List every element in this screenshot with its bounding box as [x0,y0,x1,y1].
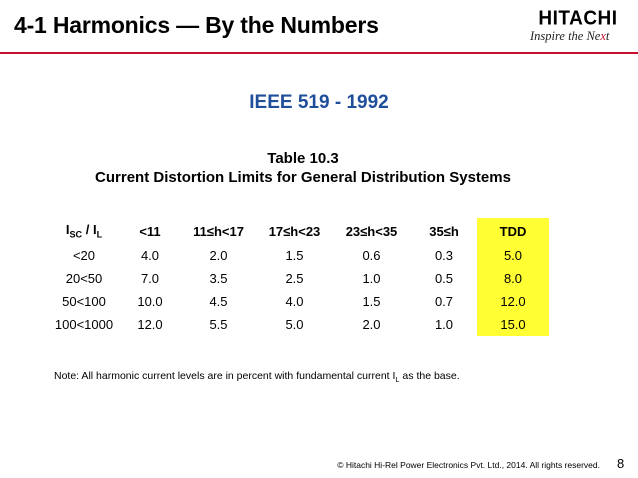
table-description: Current Distortion Limits for General Di… [95,169,511,186]
row-ratio: 20<50 [65,271,103,286]
page-number: 8 [617,456,625,471]
table-cell: 1.0 [362,271,381,286]
header-col: 23≤h<35 [345,223,398,239]
header-isc-il: ISC / IL [48,218,120,244]
tdd-cell: 15.0 [477,313,549,336]
table-note: Note: All harmonic current levels are in… [54,370,460,384]
row-ratio: 50<100 [62,294,106,309]
table-number: Table 10.3 [267,150,339,167]
header-col: 17≤h<23 [268,223,321,239]
table-cell: 10.0 [137,294,163,309]
table-cell: 3.5 [209,271,228,286]
distortion-limits-table: ISC / IL <11 11≤h<17 17≤h<23 23≤h<35 35≤… [48,218,549,336]
table-cell: 5.5 [209,317,228,332]
tagline-part-2: t [605,29,610,43]
header-ratio-sep: / I [82,222,97,238]
table-cell: 2.0 [209,248,228,263]
table-cell: 1.5 [362,294,381,309]
table-cell: 1.5 [285,248,304,263]
table-cell: 0.5 [434,271,454,286]
table-row: 100<1000 12.0 5.5 5.0 2.0 1.0 15.0 [48,313,549,336]
header-ratio-sub-l: L [96,229,103,240]
logo-tagline: Inspire the Next [528,29,628,43]
table-caption: Table 10.3 Current Distortion Limits for… [0,149,606,187]
note-text: Note: All harmonic current levels are in… [54,370,396,382]
table-row: <20 4.0 2.0 1.5 0.6 0.3 5.0 [48,244,549,267]
tdd-cell: 12.0 [477,290,549,313]
table-cell: 7.0 [140,271,160,286]
row-ratio: 100<1000 [54,317,114,332]
tagline-part-1: Inspire the Ne [530,29,601,43]
header-col: 35≤h [429,223,459,239]
table-cell: 4.5 [209,294,228,309]
table-cell: 4.0 [285,294,304,309]
table-cell: 0.3 [434,248,454,263]
tagline-x: x [600,29,606,43]
header-col: 11≤h<17 [193,223,244,239]
table-row: 20<50 7.0 3.5 2.5 1.0 0.5 8.0 [48,267,549,290]
table-cell: 0.6 [362,248,381,263]
table-cell: 2.5 [285,271,304,286]
header-ratio-i: I [65,222,70,238]
table-cell: 4.0 [140,248,160,263]
slide-title: 4-1 Harmonics — By the Numbers [14,12,379,38]
hitachi-logo: HITACHI Inspire the Next [528,7,628,43]
logo-wordmark: HITACHI [538,7,618,30]
table-cell: 5.0 [285,317,304,332]
header-tdd: TDD [477,218,549,244]
note-text-end: as the base. [399,370,460,382]
table-cell: 12.0 [137,317,163,332]
header-ratio-sub-sc: SC [69,229,83,240]
standard-subtitle: IEEE 519 - 1992 [249,92,389,113]
note-subscript: L [395,375,400,385]
table-row: 50<100 10.0 4.5 4.0 1.5 0.7 12.0 [48,290,549,313]
table-header-row: ISC / IL <11 11≤h<17 17≤h<23 23≤h<35 35≤… [48,218,549,244]
header-col: <11 [139,223,161,239]
table-cell: 1.0 [434,317,454,332]
tdd-cell: 8.0 [477,267,549,290]
copyright-footer: © Hitachi Hi-Rel Power Electronics Pvt. … [337,460,600,470]
table-cell: 0.7 [434,294,454,309]
table-cell: 2.0 [362,317,381,332]
row-ratio: <20 [72,248,96,263]
header-divider [0,52,638,54]
tdd-cell: 5.0 [477,244,549,267]
